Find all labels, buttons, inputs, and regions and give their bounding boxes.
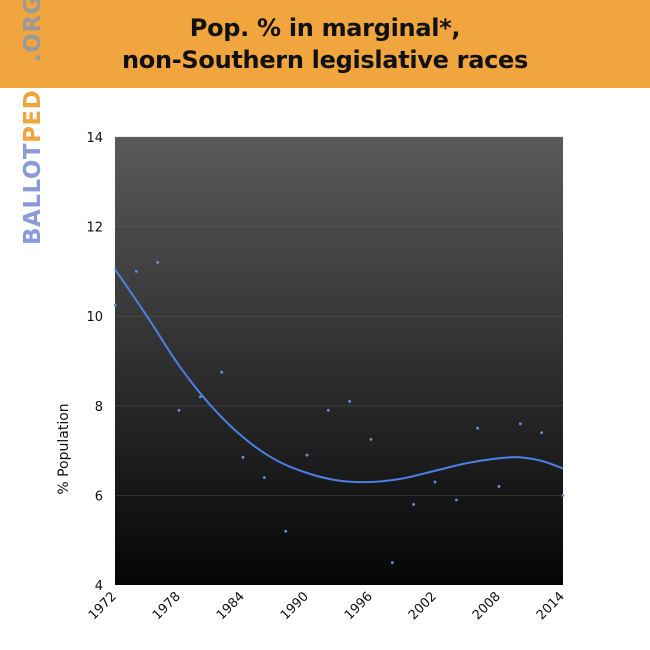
data-point: [433, 480, 437, 484]
data-point: [454, 498, 458, 502]
data-point: [262, 476, 266, 479]
data-point: [326, 408, 330, 412]
x-tick-label: 1996: [342, 589, 376, 623]
grid-lines: [115, 136, 563, 496]
plot-area: [115, 137, 563, 585]
x-axis-ticks: 1972 1978 1984 1990 1996 2002 2008 2014: [86, 589, 568, 623]
data-point: [348, 399, 352, 403]
data-point: [497, 485, 501, 488]
y-tick-label: 4: [95, 579, 103, 594]
data-point: [305, 453, 309, 457]
x-tick-label: 2008: [470, 589, 504, 623]
data-point: [241, 455, 245, 459]
data-point: [177, 408, 181, 412]
x-tick-label: 1990: [278, 589, 312, 623]
y-axis-label: % Population: [56, 403, 72, 494]
x-tick-label: 1978: [150, 589, 184, 623]
x-tick-label: 1984: [214, 589, 248, 623]
brand-part-ballot: BALLOT: [20, 142, 46, 245]
x-tick-label: 1972: [86, 589, 120, 623]
data-point: [134, 270, 138, 273]
data-point: [540, 431, 544, 435]
x-tick-label: 2014: [534, 589, 568, 623]
data-point: [220, 370, 224, 374]
brand-part-org: .ORG: [20, 0, 46, 62]
x-tick-label: 2002: [406, 589, 440, 623]
chart-title-line-2: non-Southern legislative races: [121, 46, 528, 74]
data-point: [412, 502, 416, 506]
trend-line: [114, 268, 564, 484]
y-tick-label: 14: [86, 131, 103, 146]
data-point: [390, 561, 394, 564]
brand-part-pedia: PEDIA: [20, 61, 46, 143]
data-point: [476, 426, 480, 430]
y-tick-label: 6: [95, 489, 103, 504]
data-points: [113, 261, 565, 564]
data-point: [156, 261, 160, 264]
scatter-chart: 4 6 8 10 12 14 1972 1978 1984 1990 1996 2002 2008 20…: [56, 131, 568, 623]
y-tick-label: 10: [86, 310, 103, 325]
data-point: [518, 422, 522, 426]
data-point: [113, 303, 117, 307]
data-point: [561, 494, 565, 497]
data-point: [369, 438, 373, 441]
chart-title-line-1: Pop. % in marginal*,: [189, 14, 461, 42]
ballotpedia-logo-text: BALLOTPEDIA.ORG: [20, 0, 46, 245]
y-axis-ticks: 4 6 8 10 12 14: [86, 131, 103, 594]
y-tick-label: 12: [86, 221, 103, 236]
data-point: [198, 395, 202, 399]
ballotpedia-watermark: [600, 245, 640, 490]
y-tick-label: 8: [95, 400, 103, 415]
title-banner: Pop. % in marginal*, non-Southern legisl…: [0, 0, 650, 88]
data-point: [284, 529, 288, 533]
